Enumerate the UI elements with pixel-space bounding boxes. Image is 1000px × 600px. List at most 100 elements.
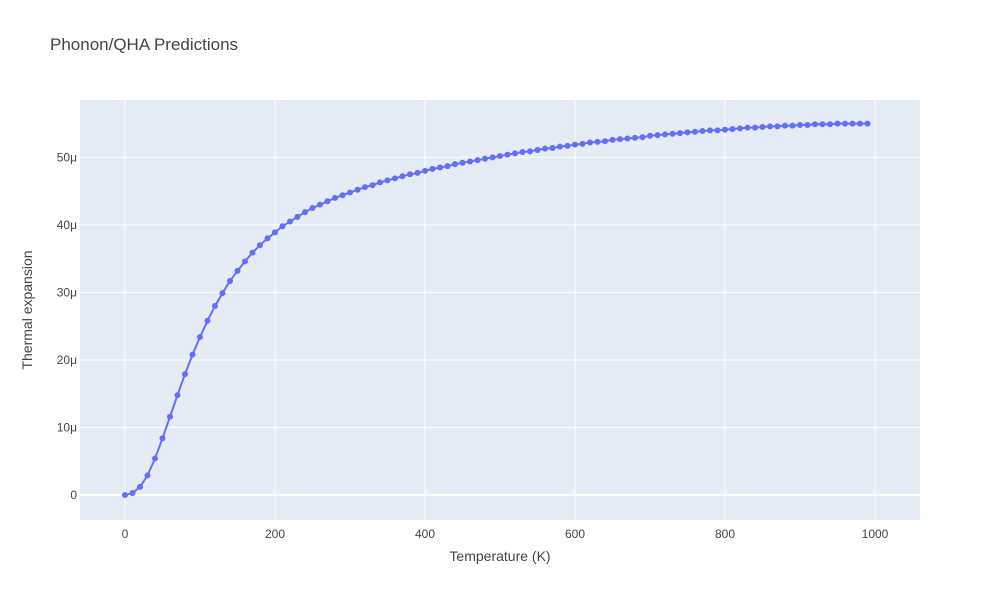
data-point [444,163,451,170]
data-point [534,146,541,153]
data-point [429,165,436,172]
data-point [459,159,466,166]
data-point [354,186,361,193]
data-point [302,209,308,216]
data-point [512,150,518,157]
data-point [197,334,203,341]
data-point [714,127,721,134]
data-point [152,455,158,462]
y-tick-label: 0 [70,488,77,502]
y-tick-label: 40μ [57,218,77,232]
y-tick-label: 50μ [57,150,77,164]
data-point [294,213,301,220]
x-tick-label: 1000 [862,527,889,541]
data-point [692,128,698,135]
data-point [774,123,781,130]
data-point [864,120,871,127]
data-point [587,139,593,146]
data-point [272,229,278,236]
data-point [182,371,188,378]
y-tick-label: 30μ [57,285,77,299]
data-point [407,171,413,178]
data-point [812,121,818,128]
data-point [707,127,713,134]
data-point [452,161,458,168]
data-point [437,164,443,171]
series-layer [122,120,871,499]
data-point [324,198,331,205]
data-point [249,249,256,256]
data-point [212,302,218,309]
data-point [804,121,811,128]
x-tick-label: 400 [415,527,435,541]
data-point [782,122,788,129]
data-point [144,472,151,479]
data-point [159,435,166,442]
y-tick-label: 20μ [57,353,77,367]
data-point [287,218,293,225]
data-point [257,242,263,249]
series-line [124,122,868,496]
data-point [654,132,661,139]
data-point [377,179,383,186]
data-point [752,124,758,131]
data-point [557,143,563,150]
data-point [474,157,481,164]
y-tick-label: 10μ [57,420,77,434]
data-point [647,132,653,139]
data-point [797,121,803,128]
data-point [677,130,683,137]
data-point [572,141,578,148]
x-axis-label: Temperature (K) [449,548,550,564]
data-point [482,155,488,162]
y-axis-label: Thermal expansion [19,250,35,369]
data-point [467,158,473,165]
data-point [242,258,248,265]
data-point [264,235,271,242]
data-point [422,167,428,174]
data-point [497,153,503,160]
data-point [594,138,601,145]
data-point [549,144,556,151]
x-tick-label: 600 [565,527,585,541]
data-point [729,126,736,133]
data-point [722,126,728,133]
data-point [842,120,848,127]
data-point [347,189,353,196]
data-point [339,192,346,199]
data-point [137,483,143,490]
data-point [617,136,623,143]
data-point [414,169,421,176]
data-point [542,145,548,152]
plot-area [80,100,920,520]
data-point [167,413,173,420]
data-point [234,267,241,274]
data-point [737,125,743,132]
data-point [369,182,376,189]
chart-title: Phonon/QHA Predictions [50,35,238,54]
data-point [527,148,533,155]
x-tick-label: 0 [122,527,129,541]
data-point [849,120,856,127]
data-point [489,154,496,161]
data-point [684,129,691,136]
data-point [639,134,646,141]
data-point [392,175,398,182]
data-point [759,124,766,131]
data-point [767,123,773,130]
data-point [819,121,826,128]
data-point [122,492,128,499]
tick-labels: 0 200 400 600 800 1000 0 10μ 20μ 30μ 40μ 50μ [57,150,889,541]
x-tick-label: 200 [265,527,285,541]
data-point [309,205,316,212]
data-point [129,489,136,496]
data-point [609,136,616,143]
data-point [384,177,391,184]
data-point [174,392,181,399]
data-point [827,121,833,128]
grid-lines [80,100,920,520]
data-point [399,173,406,180]
data-point [189,351,196,358]
data-point [579,140,586,147]
